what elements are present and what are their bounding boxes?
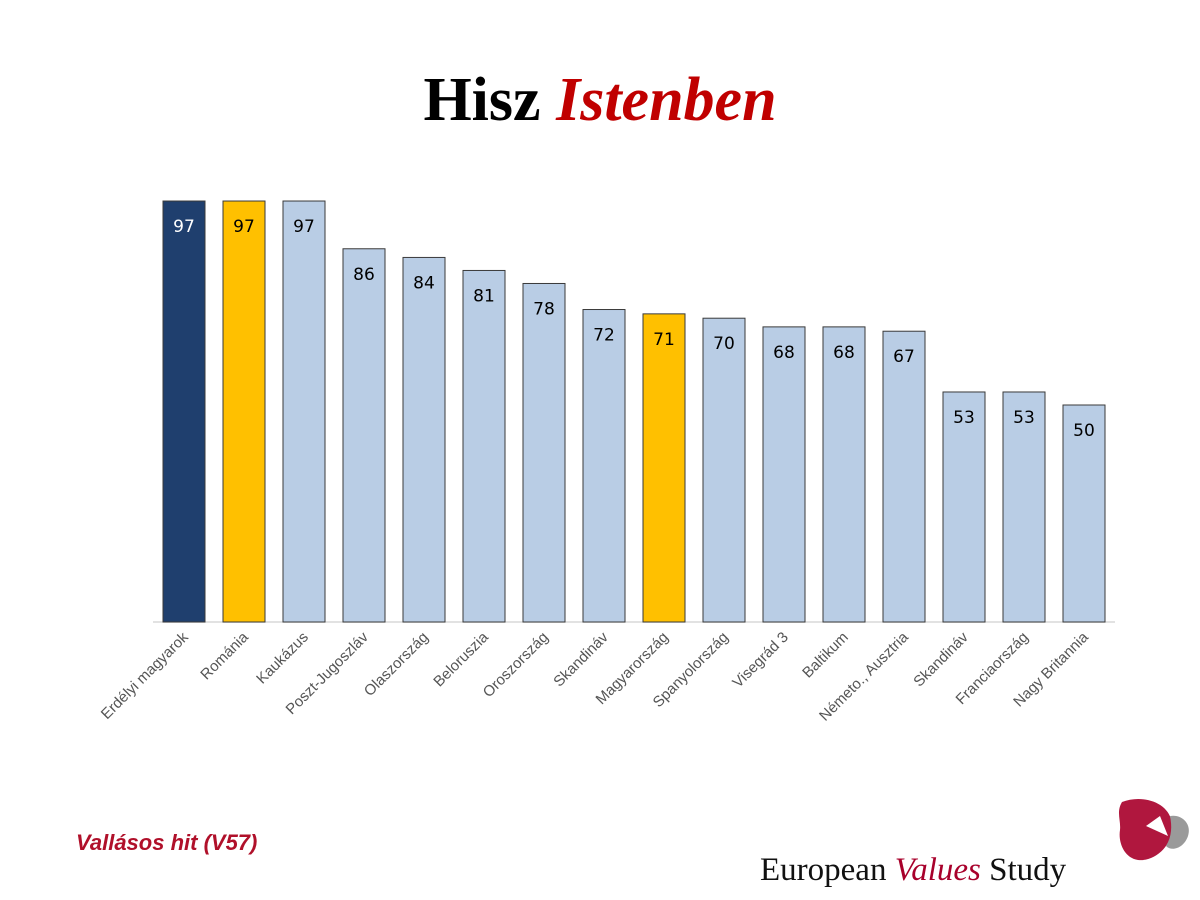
bar-1 — [222, 200, 266, 623]
category-label-0: Erdélyi magyarok — [98, 628, 192, 722]
brand-part-3: Study — [989, 852, 1067, 888]
value-label-13: 53 — [953, 408, 975, 428]
bar-10 — [762, 326, 806, 623]
bar-14 — [1002, 391, 1046, 623]
value-label-3: 86 — [353, 265, 375, 285]
value-label-15: 50 — [1073, 421, 1095, 441]
value-label-11: 68 — [833, 343, 855, 363]
category-label-13: Skandináv — [910, 628, 972, 690]
bar-11 — [822, 326, 866, 623]
footnote: Vallásos hit (V57) — [76, 830, 258, 855]
title-part-2: Istenben — [556, 66, 777, 134]
category-label-11: Baltikum — [799, 629, 852, 682]
value-label-4: 84 — [413, 273, 435, 293]
bars-group — [162, 200, 1106, 623]
bar-8 — [642, 313, 686, 623]
value-label-8: 71 — [653, 330, 675, 350]
value-labels-group: 97 97 97 86 84 81 78 72 71 70 68 68 67 53 53 50 — [173, 217, 1095, 441]
value-label-12: 67 — [893, 347, 915, 367]
value-label-2: 97 — [293, 217, 315, 237]
bar-15 — [1062, 404, 1106, 623]
brand-part-1: European — [760, 852, 887, 888]
bar-6 — [522, 282, 566, 623]
bar-12 — [882, 330, 926, 623]
bar-2 — [282, 200, 326, 623]
bar-7 — [582, 309, 626, 623]
bar-0 — [162, 200, 206, 623]
category-labels-group: Erdélyi magyarok Románia KaukázusPoszt-Jug… — [98, 628, 1092, 724]
value-label-1: 97 — [233, 217, 255, 237]
evs-logo-icon — [1118, 798, 1189, 861]
value-label-7: 72 — [593, 326, 615, 346]
value-label-14: 53 — [1013, 408, 1035, 428]
category-label-5: Beloruszia — [430, 628, 492, 690]
bar-4 — [402, 256, 446, 623]
category-label-7: Skandináv — [550, 628, 612, 690]
brand-part-2: Values — [894, 852, 981, 888]
category-label-10: Visegrád 3 — [729, 629, 792, 692]
bar-13 — [942, 391, 986, 623]
bar-5 — [462, 269, 506, 623]
value-label-10: 68 — [773, 343, 795, 363]
title-part-1: Hisz — [423, 66, 541, 134]
bar-3 — [342, 248, 386, 623]
category-label-2: Kaukázus — [253, 629, 312, 688]
value-label-5: 81 — [473, 286, 495, 306]
page-title: Hisz Istenben — [0, 62, 1200, 138]
brand-name: European Values Study — [760, 852, 1066, 889]
value-label-9: 70 — [713, 334, 735, 354]
value-label-0: 97 — [173, 217, 195, 237]
category-label-4: Olaszország — [361, 629, 432, 700]
value-label-6: 78 — [533, 299, 555, 319]
bar-9 — [702, 317, 746, 623]
category-label-1: Románia — [197, 628, 252, 683]
